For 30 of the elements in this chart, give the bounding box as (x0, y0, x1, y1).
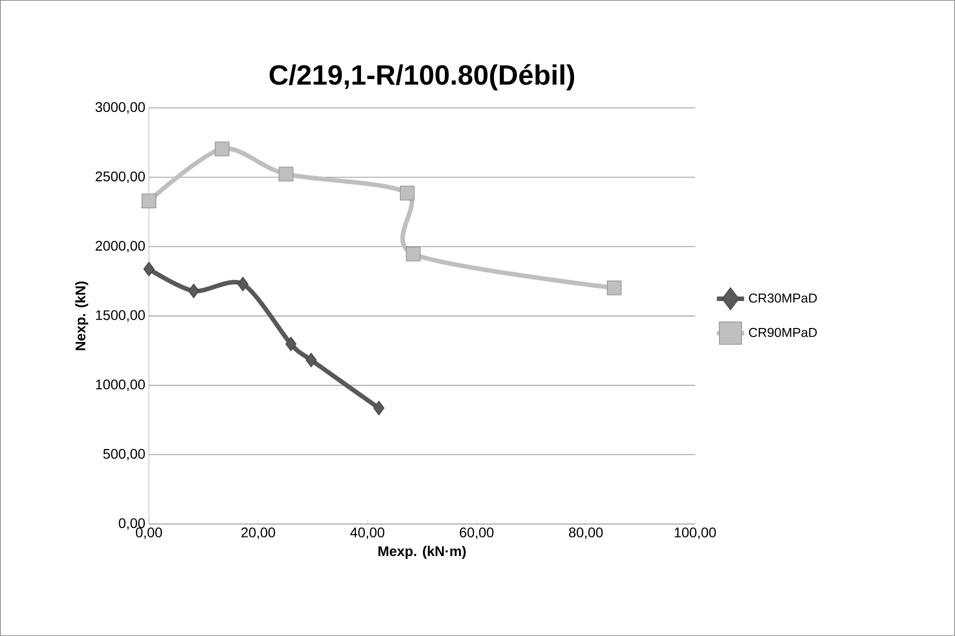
x-axis-title: Mexp. (kN·m) (378, 546, 466, 559)
x-tick-label: 100,00 (674, 528, 716, 540)
point (306, 352, 317, 368)
legend-label: CR90MPaD (749, 328, 817, 338)
point (278, 166, 294, 182)
point (143, 262, 154, 276)
point (214, 142, 230, 156)
y-tick-label: 2000,00 (96, 240, 145, 252)
point (188, 284, 200, 298)
point (400, 186, 415, 200)
x-tick-label: 60,00 (460, 528, 494, 540)
chart-title: C/219,1-R/100.80(Débil) (270, 64, 574, 90)
point (285, 336, 296, 352)
point (237, 276, 248, 292)
legend-label: CR30MPaD (749, 294, 817, 303)
point (406, 246, 421, 262)
y-tick-label: 0,00 (118, 518, 145, 530)
point (142, 194, 156, 208)
point (606, 280, 622, 296)
y-tick-label: 500,00 (103, 448, 145, 460)
y-tick-label: 1500,00 (96, 310, 145, 322)
y-axis-title: Nexp. (kN) (75, 282, 88, 350)
y-tick-label: 1000,00 (96, 380, 145, 392)
x-tick-label: 40,00 (350, 528, 384, 540)
x-tick-label: 20,00 (241, 528, 276, 540)
y-tick-label: 2500,00 (96, 172, 145, 184)
x-tick-label: 80,00 (568, 528, 603, 540)
point (373, 400, 384, 416)
x-tick-label: 0,00 (136, 528, 162, 540)
y-tick-label: 3000,00 (96, 102, 145, 114)
